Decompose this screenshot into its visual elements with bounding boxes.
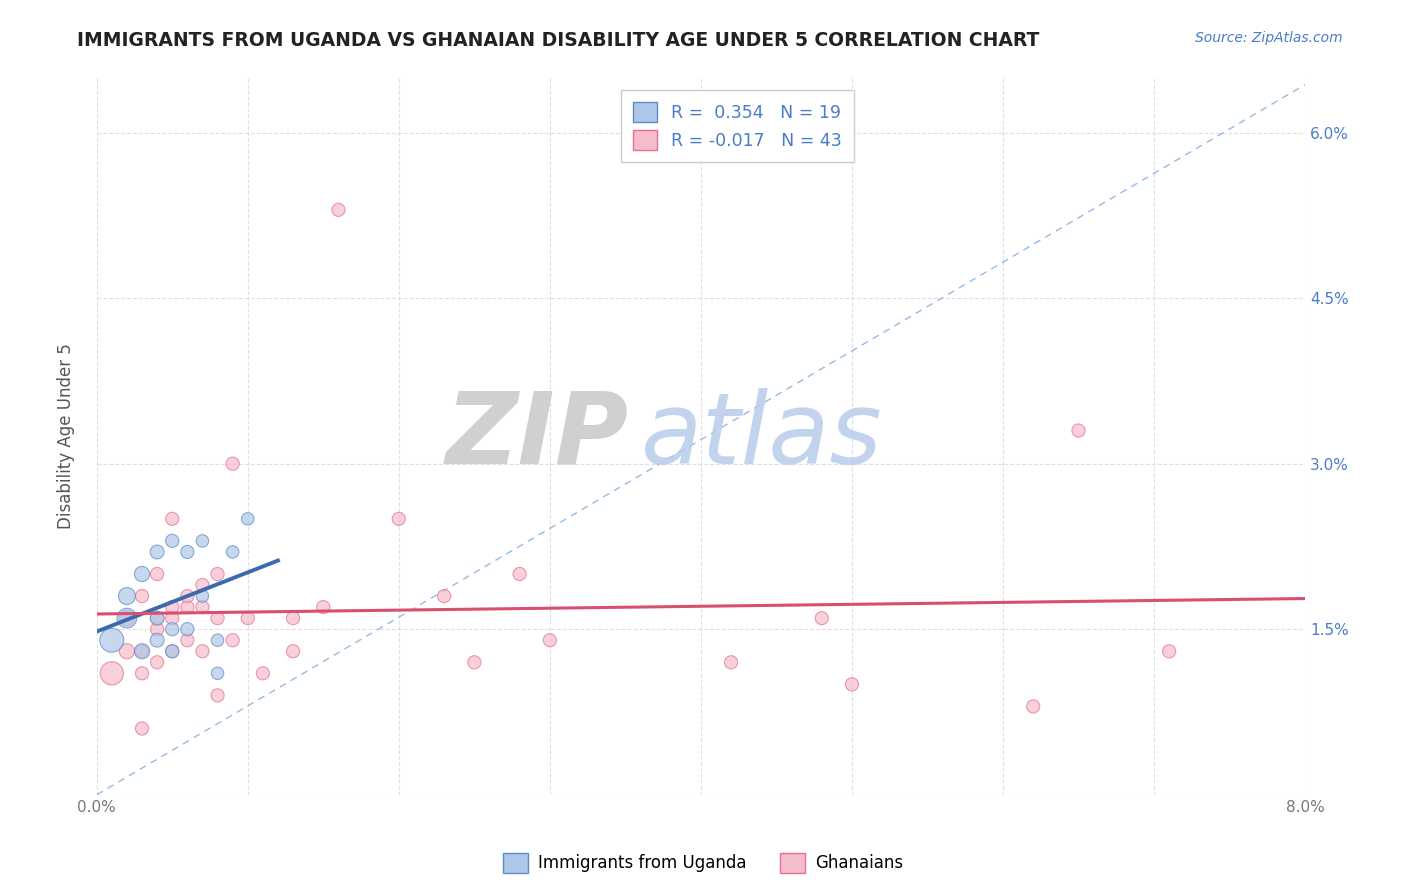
Point (101, 633, 124, 648)
Point (131, 644, 153, 658)
Point (720, 655, 742, 669)
Text: atlas: atlas (641, 387, 882, 484)
Point (160, 533, 183, 548)
Point (115, 644, 138, 658)
Legend: R =  0.354   N = 19, R = -0.017   N = 43: R = 0.354 N = 19, R = -0.017 N = 43 (620, 90, 853, 162)
Point (207, 611, 229, 625)
Point (191, 533, 214, 548)
Point (131, 666, 153, 681)
Point (146, 655, 169, 669)
Point (538, 633, 561, 648)
Point (328, 202, 350, 217)
Point (207, 666, 229, 681)
Point (221, 545, 243, 559)
Point (221, 457, 243, 471)
Point (115, 611, 138, 625)
Point (146, 545, 169, 559)
Point (191, 578, 214, 592)
Point (160, 600, 183, 615)
Point (207, 689, 229, 703)
Point (841, 677, 863, 691)
Point (146, 567, 169, 582)
Point (176, 622, 198, 636)
Point (312, 600, 335, 615)
Point (176, 545, 198, 559)
Point (176, 600, 198, 615)
Point (115, 611, 138, 625)
Point (160, 622, 183, 636)
Point (115, 589, 138, 603)
Point (221, 633, 243, 648)
Text: IMMIGRANTS FROM UGANDA VS GHANAIAN DISABILITY AGE UNDER 5 CORRELATION CHART: IMMIGRANTS FROM UGANDA VS GHANAIAN DISAB… (77, 31, 1039, 50)
Point (160, 512, 183, 526)
Point (191, 600, 214, 615)
Point (101, 666, 124, 681)
Point (131, 589, 153, 603)
Point (207, 567, 229, 582)
Point (146, 611, 169, 625)
Point (388, 512, 411, 526)
Point (236, 611, 259, 625)
Point (207, 633, 229, 648)
Point (810, 611, 832, 625)
Point (146, 622, 169, 636)
Point (191, 589, 214, 603)
Point (160, 644, 183, 658)
Point (146, 611, 169, 625)
Point (463, 655, 485, 669)
Y-axis label: Disability Age Under 5: Disability Age Under 5 (58, 343, 75, 529)
Point (176, 589, 198, 603)
Legend: Immigrants from Uganda, Ghanaians: Immigrants from Uganda, Ghanaians (496, 847, 910, 880)
Point (1022, 699, 1045, 714)
Point (281, 611, 304, 625)
Text: Source: ZipAtlas.com: Source: ZipAtlas.com (1195, 31, 1343, 45)
Point (191, 644, 214, 658)
Point (131, 644, 153, 658)
Point (252, 666, 274, 681)
Point (160, 644, 183, 658)
Point (176, 633, 198, 648)
Point (1067, 424, 1090, 438)
Point (236, 512, 259, 526)
Text: ZIP: ZIP (446, 387, 628, 484)
Point (1159, 644, 1181, 658)
Point (131, 722, 153, 736)
Point (160, 611, 183, 625)
Point (131, 567, 153, 582)
Point (433, 589, 456, 603)
Point (509, 567, 531, 582)
Point (281, 644, 304, 658)
Point (146, 633, 169, 648)
